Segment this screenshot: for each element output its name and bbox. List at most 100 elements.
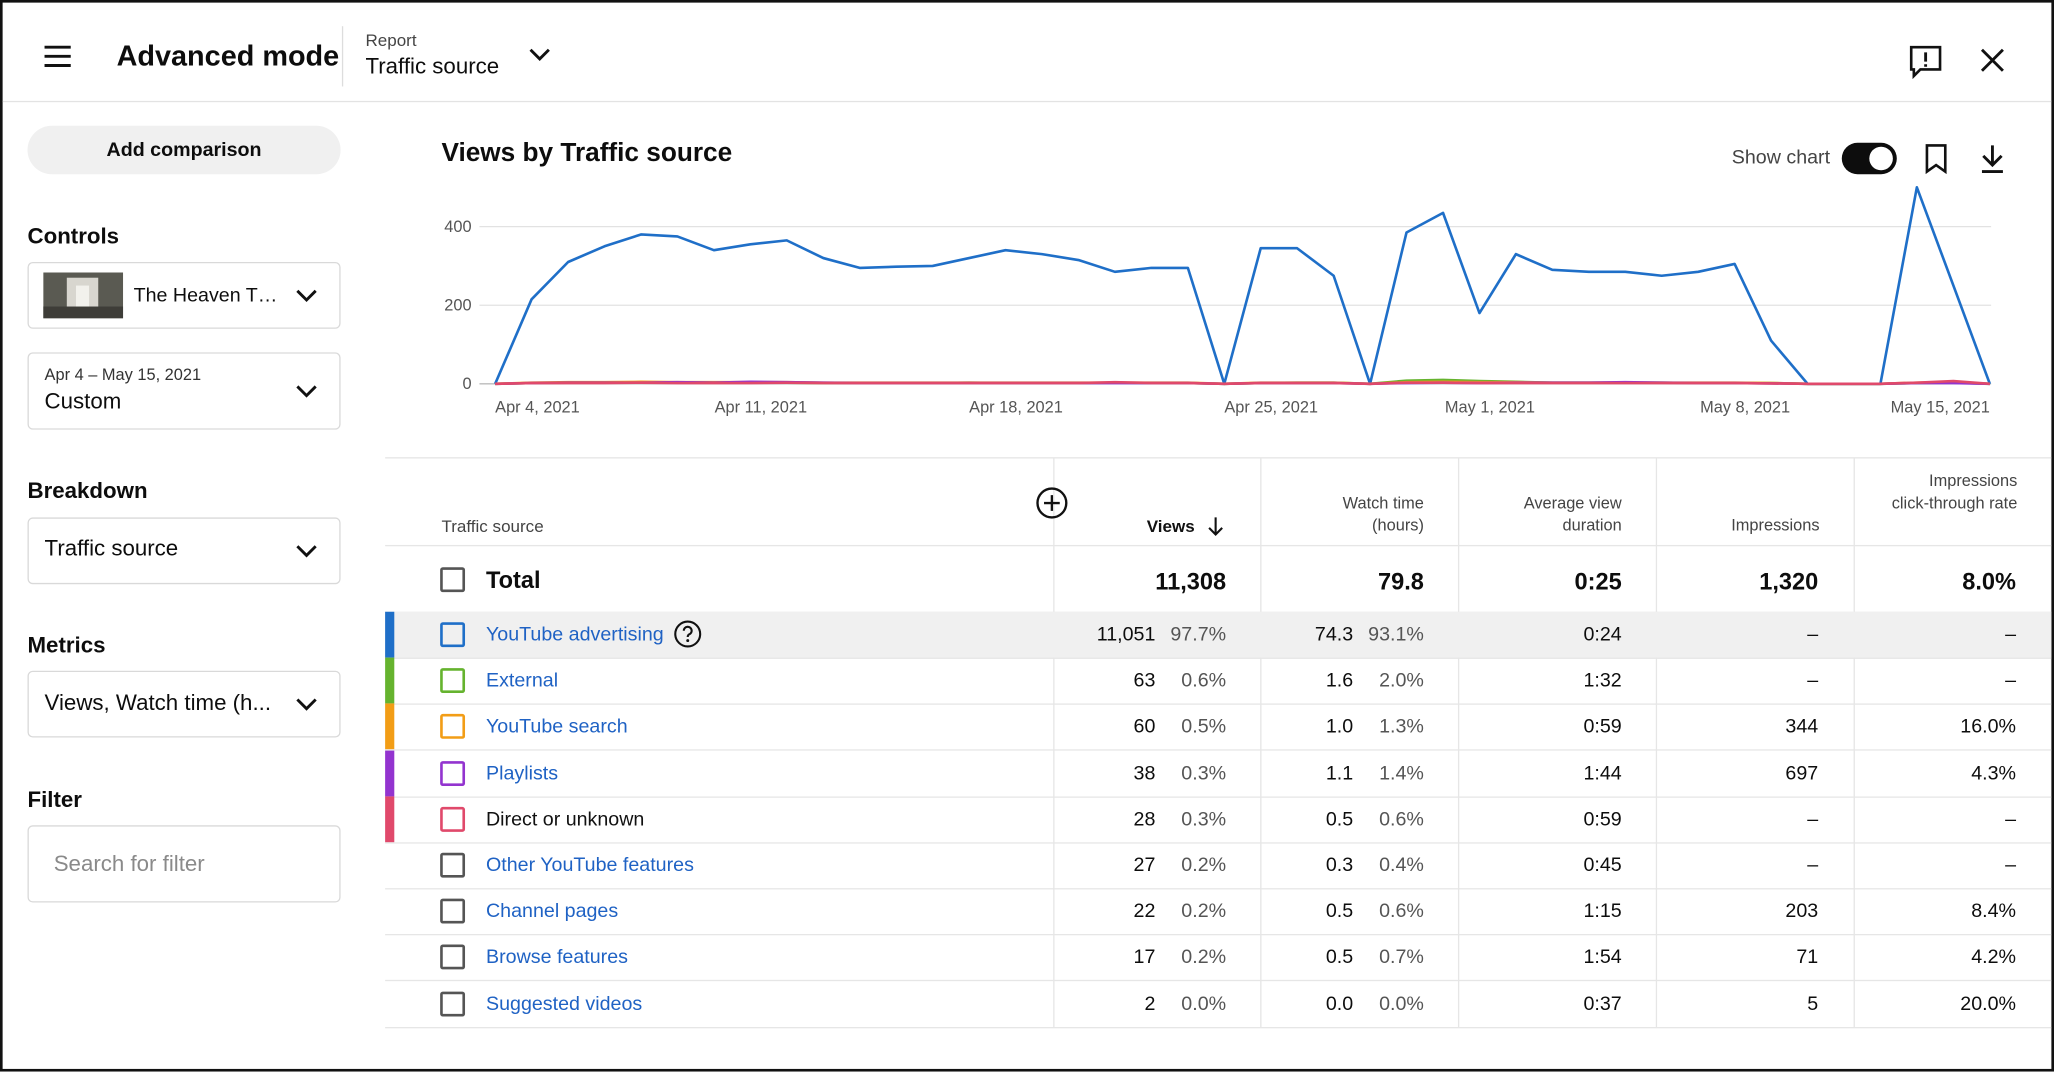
watch-time-percent: 0.7% [1379,946,1424,969]
video-title: The Heaven T… [133,284,278,307]
close-button[interactable] [1978,46,2007,75]
traffic-source[interactable]: Browse features [485,946,628,969]
watch-time-percent: 1.3% [1379,715,1424,739]
ctr: 4.2% [1971,946,2017,969]
dropdown-arrow [296,698,317,711]
x-tick-label: May 1, 2021 [1445,399,1535,417]
impressions: 5 [1807,992,1819,1015]
filter-input[interactable] [27,825,341,903]
video-thumbnail [43,272,124,319]
watch-time-percent: 0.6% [1379,807,1424,831]
impressions: 697 [1785,761,1819,785]
report-name[interactable]: Traffic source [365,53,500,79]
ctr: 20.0% [1960,992,2017,1015]
x-tick-label: Apr 4, 2021 [495,399,580,417]
ctr: 8.4% [1971,900,2017,923]
dropdown-arrow [296,385,317,398]
views: 60 [1133,715,1156,739]
checkbox[interactable] [440,852,466,878]
menu-button[interactable] [42,42,73,71]
traffic-source[interactable]: Playlists [485,761,559,785]
section-label: Breakdown [27,478,148,504]
checkbox[interactable] [440,714,466,740]
views-percent: 0.3% [1181,761,1227,785]
breakdown-value: Traffic source [44,535,179,561]
y-tick-label: 0 [462,375,471,393]
row-border [385,657,2052,659]
total-label: Total [485,567,541,594]
impressions: – [1807,623,1819,646]
y-tick-label: 400 [444,218,471,236]
row-border [385,934,2052,936]
watch-time: 1.0 [1325,715,1354,739]
column-header[interactable]: Views [1146,516,1195,536]
x-tick-label: Apr 25, 2021 [1224,399,1318,417]
bookmark-button[interactable] [1923,143,1949,175]
row-border [385,980,2052,982]
checkbox[interactable] [440,944,466,970]
row-border [385,842,2052,844]
impressions: – [1807,807,1819,831]
line-chart: 0 200 400 Apr 4, 2021 Apr 11, 2021 Apr 18, 20… [444,186,1992,417]
show-chart-toggle[interactable] [1840,141,1898,175]
section-label: Controls [27,224,120,249]
views: 2 [1144,992,1156,1015]
chart-title: Views by Traffic source [441,138,733,168]
impressions: 71 [1796,946,1819,969]
traffic-source[interactable]: YouTube search [485,715,628,739]
row-border [385,1026,2052,1028]
watch-time: 0.5 [1325,807,1354,831]
checkbox[interactable] [440,760,466,786]
views: 11,051 [1096,623,1156,646]
report-label: Report [365,30,417,50]
sort-arrow[interactable] [1206,516,1224,537]
x-tick-label: Apr 11, 2021 [715,399,807,417]
show-chart-label: Show chart [1731,146,1831,169]
help-icon[interactable] [673,620,702,649]
traffic-source[interactable]: YouTube advertising [485,623,664,646]
column-header: Impressions click-through rate [1891,471,2018,513]
checkbox[interactable] [440,567,466,593]
total-impressions: 1,320 [1759,568,1819,595]
app-title: Advanced mode [116,39,340,73]
avg-duration: 0:45 [1583,854,1622,877]
checkbox[interactable] [440,991,466,1016]
impressions: – [1807,669,1819,692]
traffic-source[interactable]: Suggested videos [485,992,643,1015]
views: 28 [1133,807,1156,831]
watch-time: 0.3 [1325,854,1354,877]
checkbox[interactable] [440,622,466,648]
metrics-selector[interactable] [27,670,341,738]
total-watch-time: 79.8 [1378,568,1424,595]
add-column-button[interactable] [1035,486,1069,520]
traffic-source[interactable]: Other YouTube features [485,854,694,877]
row-border [385,749,2052,752]
date-selector[interactable] [27,352,341,430]
watch-time-percent: 93.1% [1368,623,1424,646]
download-button[interactable] [1978,143,2007,174]
checkbox[interactable] [440,806,466,832]
traffic-source[interactable]: External [485,669,559,692]
report-dropdown[interactable] [527,46,553,64]
x-tick-label: May 8, 2021 [1700,399,1790,417]
row-border [385,703,2052,705]
ctr: – [2005,854,2017,877]
breakdown-selector[interactable] [27,517,341,585]
avg-duration: 0:59 [1583,807,1622,831]
checkbox[interactable] [440,898,466,924]
checkbox[interactable] [440,668,466,694]
total-ctr: 8.0% [1962,568,2017,595]
views: 38 [1133,761,1156,785]
column-divider [1260,458,1262,1028]
total-views: 11,308 [1155,568,1227,595]
views: 22 [1133,900,1156,923]
add-comparison-button[interactable]: Add comparison [27,125,341,175]
views-percent: 0.5% [1181,715,1227,739]
series-color-bar [385,657,395,704]
traffic-source[interactable]: Channel pages [485,900,619,923]
section-label: Filter [27,787,82,813]
feedback-button[interactable] [1907,43,1944,80]
series-line [495,379,1990,386]
column-divider [1853,458,1855,1028]
